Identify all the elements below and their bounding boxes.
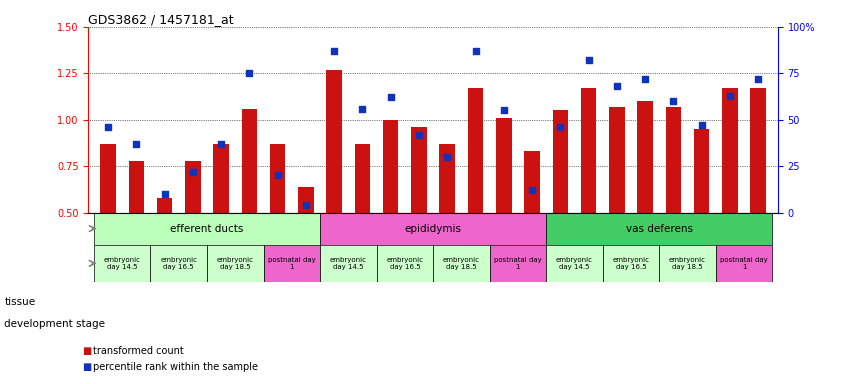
Text: postnatal day
1: postnatal day 1 bbox=[268, 257, 315, 270]
Text: percentile rank within the sample: percentile rank within the sample bbox=[93, 362, 257, 372]
Bar bbox=[659, 245, 716, 282]
Bar bbox=[489, 245, 546, 282]
Bar bbox=[603, 245, 659, 282]
Text: postnatal day
1: postnatal day 1 bbox=[720, 257, 768, 270]
Bar bbox=[468, 88, 484, 213]
Point bbox=[638, 76, 652, 82]
Bar bbox=[270, 144, 285, 213]
Point bbox=[751, 76, 764, 82]
Text: development stage: development stage bbox=[4, 319, 105, 329]
Text: embryonic
day 18.5: embryonic day 18.5 bbox=[443, 257, 480, 270]
Text: embryonic
day 16.5: embryonic day 16.5 bbox=[386, 257, 423, 270]
Bar bbox=[377, 245, 433, 282]
Bar bbox=[694, 129, 710, 213]
Bar bbox=[411, 127, 426, 213]
Point bbox=[327, 48, 341, 54]
Bar bbox=[546, 245, 603, 282]
Bar bbox=[496, 118, 511, 213]
Bar bbox=[546, 213, 772, 245]
Bar bbox=[156, 198, 172, 213]
Bar bbox=[299, 187, 314, 213]
Bar bbox=[581, 88, 596, 213]
Text: postnatal day
1: postnatal day 1 bbox=[494, 257, 542, 270]
Bar bbox=[637, 101, 653, 213]
Bar bbox=[151, 245, 207, 282]
Point bbox=[468, 48, 482, 54]
Point bbox=[130, 141, 143, 147]
Bar bbox=[326, 70, 342, 213]
Point bbox=[695, 122, 708, 128]
Text: epididymis: epididymis bbox=[405, 223, 462, 233]
Bar bbox=[553, 111, 568, 213]
Text: embryonic
day 16.5: embryonic day 16.5 bbox=[161, 257, 198, 270]
Point bbox=[667, 98, 680, 104]
Text: embryonic
day 18.5: embryonic day 18.5 bbox=[217, 257, 254, 270]
Point bbox=[412, 132, 426, 138]
Bar bbox=[355, 144, 370, 213]
Point bbox=[553, 124, 567, 130]
Text: tissue: tissue bbox=[4, 297, 35, 307]
Bar bbox=[263, 245, 320, 282]
Point bbox=[497, 108, 510, 114]
Point bbox=[356, 106, 369, 112]
Point bbox=[186, 169, 199, 175]
Text: ■: ■ bbox=[82, 362, 92, 372]
Bar bbox=[185, 161, 201, 213]
Point bbox=[271, 172, 284, 179]
Bar bbox=[524, 151, 540, 213]
Point bbox=[441, 154, 454, 160]
Bar bbox=[665, 107, 681, 213]
Point bbox=[526, 187, 539, 194]
Bar bbox=[609, 107, 625, 213]
Point bbox=[582, 57, 595, 63]
Bar bbox=[320, 245, 377, 282]
Text: embryonic
day 14.5: embryonic day 14.5 bbox=[103, 257, 140, 270]
Bar bbox=[383, 120, 399, 213]
Bar bbox=[100, 144, 116, 213]
Text: transformed count: transformed count bbox=[93, 346, 183, 356]
Text: efferent ducts: efferent ducts bbox=[171, 223, 244, 233]
Point bbox=[102, 124, 115, 130]
Bar bbox=[320, 213, 546, 245]
Point bbox=[384, 94, 398, 101]
Bar bbox=[94, 213, 320, 245]
Bar bbox=[440, 144, 455, 213]
Bar bbox=[129, 161, 144, 213]
Text: embryonic
day 16.5: embryonic day 16.5 bbox=[612, 257, 649, 270]
Bar bbox=[722, 88, 738, 213]
Bar bbox=[433, 245, 489, 282]
Text: GDS3862 / 1457181_at: GDS3862 / 1457181_at bbox=[88, 13, 234, 26]
Point bbox=[610, 83, 623, 89]
Text: vas deferens: vas deferens bbox=[626, 223, 693, 233]
Bar bbox=[214, 144, 229, 213]
Point bbox=[158, 191, 172, 197]
Text: embryonic
day 14.5: embryonic day 14.5 bbox=[556, 257, 593, 270]
Point bbox=[299, 202, 313, 208]
Text: ■: ■ bbox=[82, 346, 92, 356]
Point bbox=[243, 70, 257, 76]
Text: embryonic
day 18.5: embryonic day 18.5 bbox=[669, 257, 706, 270]
Bar bbox=[716, 245, 772, 282]
Bar bbox=[241, 109, 257, 213]
Bar bbox=[94, 245, 151, 282]
Text: embryonic
day 14.5: embryonic day 14.5 bbox=[330, 257, 367, 270]
Bar bbox=[207, 245, 263, 282]
Bar bbox=[750, 88, 766, 213]
Point bbox=[723, 93, 737, 99]
Point bbox=[214, 141, 228, 147]
